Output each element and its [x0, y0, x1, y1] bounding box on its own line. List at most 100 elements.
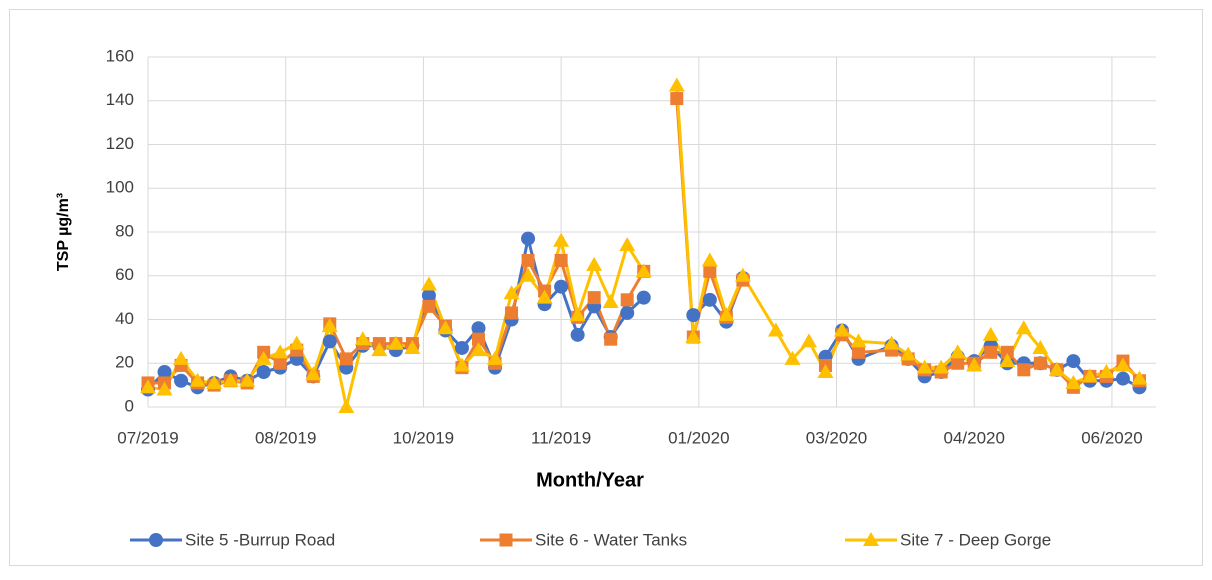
data-point	[174, 373, 189, 388]
data-point	[636, 290, 651, 305]
y-tick-label: 80	[115, 221, 134, 240]
data-point	[602, 294, 619, 308]
x-tick-label: 11/2019	[531, 428, 591, 447]
data-point	[1115, 371, 1130, 386]
data-point	[1081, 368, 1098, 383]
data-point	[619, 237, 636, 252]
data-point	[1032, 339, 1049, 354]
data-point	[553, 232, 570, 247]
data-point	[321, 318, 338, 333]
data-point	[420, 276, 437, 291]
data-point	[951, 356, 965, 370]
data-point	[273, 356, 287, 370]
data-point	[620, 293, 634, 307]
data-point	[554, 279, 569, 294]
data-point	[156, 381, 173, 396]
data-point	[536, 289, 553, 304]
data-point	[222, 372, 239, 387]
data-point	[505, 306, 519, 320]
data-point	[1114, 357, 1131, 372]
legend-marker	[499, 533, 513, 547]
x-tick-label: 03/2020	[806, 428, 867, 447]
data-point	[421, 288, 436, 303]
data-point	[288, 335, 305, 350]
data-point	[1066, 354, 1081, 369]
data-point	[635, 263, 652, 278]
data-point	[521, 231, 536, 246]
data-point	[173, 350, 190, 365]
data-point	[470, 342, 487, 357]
data-point	[686, 308, 701, 323]
x-tick-label: 07/2019	[117, 428, 178, 447]
data-point	[916, 359, 933, 374]
x-axis-title: Month/Year	[536, 469, 644, 491]
data-point	[140, 379, 156, 394]
legend-label: Site 6 - Water Tanks	[535, 530, 687, 549]
data-point	[487, 350, 504, 365]
data-point	[984, 345, 998, 359]
data-point	[256, 365, 271, 379]
data-point	[734, 267, 751, 282]
data-point	[1033, 356, 1047, 370]
data-point	[1065, 374, 1082, 389]
legend-label: Site 7 - Deep Gorge	[900, 530, 1051, 549]
data-point	[354, 331, 371, 346]
data-point	[817, 364, 834, 378]
data-point	[272, 344, 289, 359]
y-tick-label: 20	[115, 353, 134, 372]
data-point	[718, 307, 735, 322]
data-point	[1000, 345, 1014, 359]
data-point	[1131, 370, 1148, 385]
legend-marker	[149, 533, 163, 547]
data-point	[966, 357, 983, 372]
data-point	[999, 353, 1016, 368]
data-point	[371, 342, 388, 357]
data-point	[900, 346, 917, 361]
data-point	[554, 253, 568, 267]
data-point	[702, 292, 717, 307]
data-point	[604, 332, 618, 346]
data-point	[883, 335, 900, 350]
data-point	[305, 366, 322, 381]
data-point	[471, 321, 486, 336]
data-point	[570, 327, 585, 342]
data-point	[1017, 363, 1031, 377]
data-point	[387, 335, 404, 350]
data-point	[1098, 364, 1115, 378]
data-point	[322, 334, 337, 349]
data-point	[404, 339, 421, 354]
data-point	[834, 322, 851, 337]
chart-border	[9, 9, 1203, 566]
data-point	[850, 333, 867, 348]
data-point	[569, 307, 586, 322]
y-tick-label: 100	[106, 178, 134, 197]
x-tick-label: 08/2019	[255, 428, 316, 447]
data-point	[800, 333, 817, 348]
y-tick-label: 0	[125, 396, 134, 415]
data-point	[620, 305, 635, 320]
data-point	[206, 374, 223, 389]
legend-marker	[863, 532, 879, 546]
data-point	[703, 264, 717, 278]
x-tick-label: 04/2020	[944, 428, 1005, 447]
data-point	[701, 252, 718, 267]
x-tick-label: 06/2020	[1081, 428, 1142, 447]
data-point	[338, 399, 355, 413]
data-point	[471, 332, 485, 346]
y-axis-title: TSP µg/m³	[55, 193, 72, 271]
data-point	[668, 77, 685, 92]
y-tick-label: 140	[106, 90, 134, 109]
data-point	[437, 320, 454, 335]
data-point	[255, 350, 272, 365]
data-point	[521, 253, 535, 267]
data-point	[586, 256, 603, 271]
data-point	[503, 285, 520, 300]
data-point	[1015, 320, 1032, 335]
data-point	[1048, 361, 1065, 376]
data-point	[685, 329, 702, 343]
data-point	[670, 92, 684, 106]
data-point	[339, 352, 353, 366]
data-point	[239, 372, 256, 387]
data-point	[767, 322, 784, 337]
